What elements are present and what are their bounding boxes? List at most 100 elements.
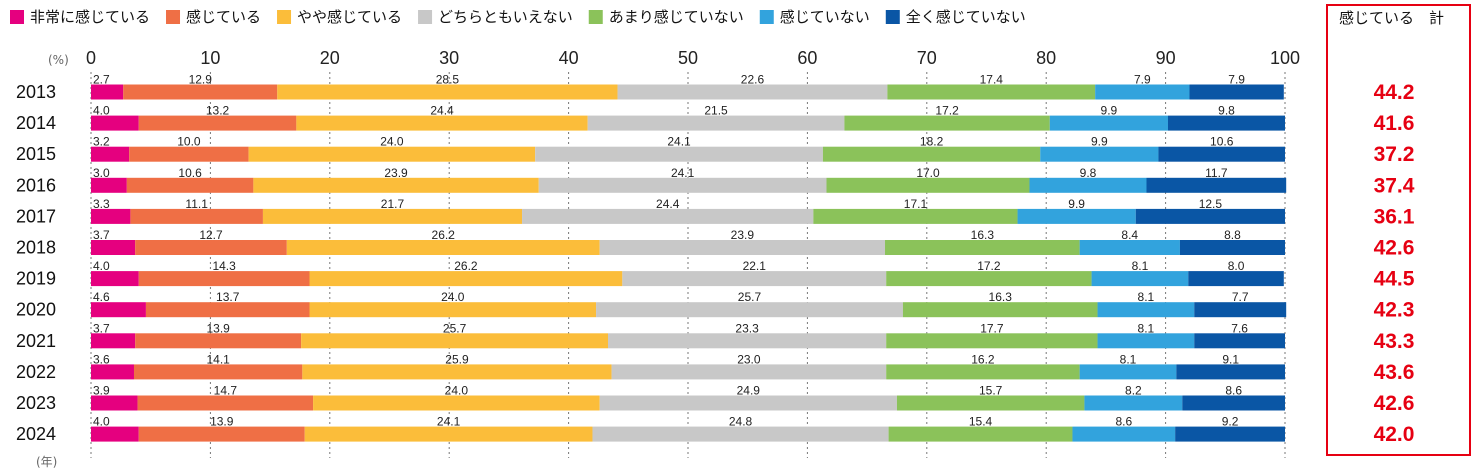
data-label-2019-4: 22.1 — [743, 259, 767, 273]
bar-segment-2024-5 — [888, 426, 1073, 442]
bar-segment-2020-1 — [91, 302, 146, 318]
bar-segment-2022-3 — [302, 364, 612, 380]
total-value-2016: 37.4 — [1374, 174, 1415, 197]
bar-segment-2024-1 — [91, 426, 139, 442]
bar-segment-2017-5 — [813, 208, 1018, 224]
data-label-2015-5: 18.2 — [920, 135, 944, 149]
year-label-2022: 2022 — [16, 362, 56, 382]
data-label-2019-7: 8.0 — [1228, 259, 1245, 273]
year-label-2019: 2019 — [16, 269, 56, 289]
year-label-2024: 2024 — [16, 424, 56, 444]
legend: 非常に感じている 感じている やや感じている どちらともいえない あまり感じていない 感じ… — [10, 8, 1026, 26]
bar-segment-2016-4 — [538, 177, 827, 193]
data-label-2020-3: 24.0 — [441, 290, 465, 304]
bar-segment-2018-4 — [599, 240, 886, 255]
total-value-2022: 43.6 — [1374, 361, 1415, 384]
total-value-2020: 42.3 — [1374, 299, 1415, 322]
bar-segment-2019-1 — [91, 271, 139, 287]
data-label-2021-3: 25.7 — [443, 321, 467, 335]
year-labels: 2013 2014 2015 2016 2017 2018 2019 2020 2021 2022… — [16, 82, 56, 444]
legend-swatch-6 — [759, 10, 774, 24]
x-tick-label-50: 50 — [678, 48, 698, 68]
bar-segment-2017-4 — [522, 208, 814, 224]
data-label-2016-6: 9.8 — [1080, 166, 1097, 180]
x-tick-label-20: 20 — [320, 48, 340, 68]
bar-segment-2020-7 — [1194, 302, 1287, 318]
data-label-2021-5: 17.7 — [980, 321, 1004, 335]
bar-segment-2021-7 — [1194, 333, 1285, 349]
bar-segment-2020-3 — [309, 302, 597, 318]
x-tick-label-30: 30 — [439, 48, 459, 68]
bar-segment-2013-4 — [617, 84, 888, 100]
data-label-2017-4: 24.4 — [656, 197, 680, 211]
x-tick-label-10: 10 — [200, 48, 220, 68]
legend-label-1: 非常に感じている — [30, 8, 150, 26]
data-label-2018-7: 8.8 — [1224, 228, 1241, 242]
data-label-2021-1: 3.7 — [93, 321, 110, 335]
data-label-2022-5: 16.2 — [971, 352, 995, 366]
data-label-2023-5: 15.7 — [979, 384, 1003, 398]
bar-segment-2017-1 — [91, 208, 131, 224]
bar-segment-2014-3 — [296, 115, 588, 131]
data-label-2022-7: 9.1 — [1222, 352, 1239, 366]
total-value-2021: 43.3 — [1374, 330, 1415, 353]
data-label-2023-6: 8.2 — [1125, 384, 1142, 398]
data-label-2013-1: 2.7 — [93, 73, 110, 87]
bar-segment-2013-6 — [1095, 84, 1190, 100]
data-labels: 2.7 12.9 28.5 22.6 17.4 7.9 7.9 4.0 13.2 24.4 21.5… — [93, 73, 1249, 429]
bar-segment-2023-5 — [896, 395, 1085, 411]
bar-segment-2024-3 — [304, 426, 593, 442]
grid-lines — [90, 72, 1286, 458]
bar-segment-2022-7 — [1176, 364, 1285, 380]
x-tick-label-100: 100 — [1270, 48, 1300, 68]
data-label-2014-3: 24.4 — [430, 104, 454, 118]
bar-segment-2017-3 — [262, 208, 523, 224]
bar-segment-2015-4 — [535, 146, 823, 162]
data-label-2018-2: 12.7 — [199, 228, 223, 242]
data-label-2014-7: 9.8 — [1218, 104, 1235, 118]
data-label-2014-6: 9.9 — [1101, 104, 1118, 118]
data-label-2017-1: 3.3 — [93, 197, 110, 211]
bar-segment-2016-1 — [91, 177, 127, 193]
totals-box — [1326, 4, 1471, 456]
data-label-2021-7: 7.6 — [1231, 321, 1248, 335]
data-label-2017-2: 11.1 — [185, 197, 208, 211]
data-label-2015-4: 24.1 — [667, 135, 691, 149]
data-label-2020-1: 4.6 — [93, 290, 110, 304]
bar-segment-2021-3 — [301, 333, 609, 349]
total-value-2023: 42.6 — [1374, 392, 1415, 415]
data-label-2024-2: 13.9 — [210, 415, 234, 429]
data-label-2024-4: 24.8 — [729, 415, 753, 429]
bar-segment-2017-2 — [130, 208, 263, 224]
data-label-2018-5: 16.3 — [971, 228, 995, 242]
bar-segment-2022-6 — [1079, 364, 1177, 380]
totals-panel: 感じている 計 44.2 41.6 37.2 37.4 36.1 42.6 44.5 42.3… — [1326, 4, 1471, 456]
bar-segment-2022-5 — [886, 364, 1080, 380]
x-tick-label-0: 0 — [86, 48, 96, 68]
bar-segment-2014-5 — [844, 115, 1050, 131]
data-label-2014-5: 17.2 — [935, 104, 959, 118]
total-value-2019: 44.5 — [1374, 268, 1415, 291]
x-tick-label-60: 60 — [797, 48, 817, 68]
bar-segment-2016-2 — [126, 177, 254, 193]
bar-segment-2013-5 — [887, 84, 1096, 100]
bar-segment-2019-3 — [309, 271, 623, 287]
year-label-2020: 2020 — [16, 300, 56, 320]
bar-segment-2014-2 — [138, 115, 297, 131]
bar-segment-2015-7 — [1158, 146, 1285, 162]
bar-segment-2024-4 — [592, 426, 889, 442]
legend-swatch-5 — [588, 10, 603, 24]
data-label-2016-2: 10.6 — [178, 166, 202, 180]
data-label-2015-3: 24.0 — [380, 135, 404, 149]
bar-segment-2024-6 — [1072, 426, 1176, 442]
bar-segment-2021-4 — [608, 333, 887, 349]
bar-segment-2019-2 — [138, 271, 310, 287]
data-label-2019-2: 14.3 — [212, 259, 236, 273]
bar-segment-2015-6 — [1040, 146, 1159, 162]
data-label-2024-1: 4.0 — [93, 415, 110, 429]
bar-segment-2020-5 — [902, 302, 1098, 318]
total-value-2014: 41.6 — [1374, 112, 1415, 135]
data-label-2017-3: 21.7 — [381, 197, 405, 211]
total-value-2024: 42.0 — [1374, 423, 1415, 446]
data-label-2015-2: 10.0 — [177, 135, 201, 149]
